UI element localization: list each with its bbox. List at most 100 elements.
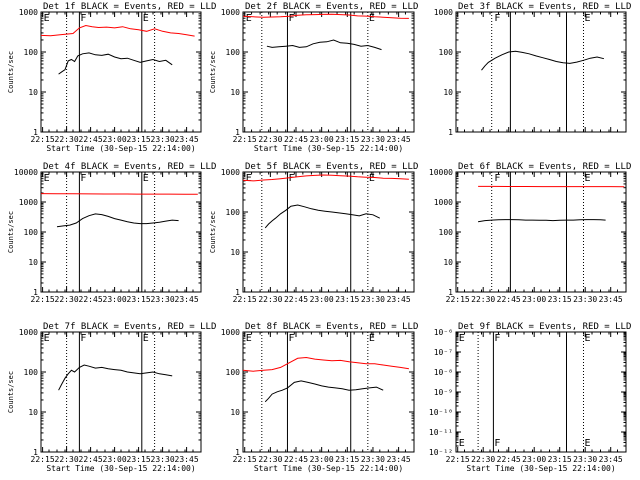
event-marker-f: F xyxy=(80,173,86,184)
event-marker-f: F xyxy=(494,333,500,344)
y-tick-label: 10 xyxy=(28,88,38,97)
chart-title: Det 3f BLACK = Events, RED = LLD xyxy=(458,2,631,12)
x-tick-label: 22:30 xyxy=(258,295,282,304)
x-tick-label: 23:15 xyxy=(127,455,151,464)
x-tick-label: 22:30 xyxy=(258,455,282,464)
x-tick-label: 22:15 xyxy=(31,135,55,144)
chart-title: Det 7f BLACK = Events, RED = LLD xyxy=(43,322,216,332)
y-tick-label: 10 xyxy=(230,248,240,257)
event-rate-series xyxy=(58,52,173,75)
y-tick-label: 100 xyxy=(226,48,241,57)
event-marker-f: F xyxy=(80,13,86,24)
y-tick-label: 10⁻⁶ xyxy=(434,328,453,337)
plot-frame xyxy=(455,171,627,293)
plot-frame xyxy=(242,331,415,453)
event-rate-series xyxy=(264,380,384,403)
x-tick-label: 23:30 xyxy=(361,135,385,144)
event-marker-e: E xyxy=(246,173,252,184)
chart-panel-det-4: Det 4f BLACK = Events, RED = LLD 1 10 100 10… xyxy=(7,162,216,304)
x-tick-label: 23:00 xyxy=(103,455,127,464)
event-marker-e: E xyxy=(369,13,375,24)
x-tick-label: 22:30 xyxy=(55,135,79,144)
y-axis-label: Counts/sec xyxy=(7,51,15,93)
y-tick-label: 1000 xyxy=(19,198,38,207)
chart-title: Det 5f BLACK = Events, RED = LLD xyxy=(245,162,418,172)
y-tick-label: 10000 xyxy=(14,168,38,177)
y-tick-label: 1 xyxy=(33,128,38,137)
x-tick-label: 23:00 xyxy=(522,455,546,464)
y-tick-label: 1000 xyxy=(221,8,240,17)
y-tick-label: 1000 xyxy=(434,198,453,207)
y-tick-label: 100 xyxy=(24,368,39,377)
event-rate-series xyxy=(266,39,382,51)
x-tick-label: 22:15 xyxy=(446,295,470,304)
y-tick-label: 1000 xyxy=(221,168,240,177)
y-tick-label: 1000 xyxy=(221,328,240,337)
x-tick-label: 22:15 xyxy=(233,135,257,144)
chart-title: Det 4f BLACK = Events, RED = LLD xyxy=(43,162,216,172)
x-tick-label: 23:30 xyxy=(573,295,597,304)
y-tick-label: 1 xyxy=(448,128,453,137)
x-tick-label: 23:45 xyxy=(175,135,199,144)
chart-panel-det-8: Det 8f BLACK = Events, RED = LLD 1 10 100 10… xyxy=(221,322,419,473)
event-rate-series xyxy=(481,50,605,71)
x-tick-label: 22:45 xyxy=(284,135,308,144)
x-tick-label: 23:15 xyxy=(335,455,359,464)
event-marker-e: E xyxy=(143,13,149,24)
x-tick-label: 23:15 xyxy=(335,295,359,304)
plot-frame xyxy=(40,11,202,133)
plot-frame xyxy=(455,11,627,133)
event-marker-f: F xyxy=(494,13,500,24)
event-marker-e: E xyxy=(369,333,375,344)
chart-title: Det 2f BLACK = Events, RED = LLD xyxy=(245,2,418,12)
x-tick-label: 22:45 xyxy=(79,455,103,464)
event-marker-e: E xyxy=(143,333,149,344)
plot-frame xyxy=(40,171,202,293)
x-tick-label: 23:45 xyxy=(599,455,623,464)
x-tick-label: 23:15 xyxy=(548,455,572,464)
y-tick-label: 100 xyxy=(439,228,454,237)
event-marker-e: E xyxy=(459,333,465,344)
y-axis-label: Counts/sec xyxy=(209,51,217,93)
x-tick-label: 23:45 xyxy=(599,295,623,304)
y-tick-label: 10⁻¹² xyxy=(429,448,453,457)
y-tick-label: 10 xyxy=(28,258,38,267)
event-marker-e: E xyxy=(585,13,591,24)
y-tick-label: 1 xyxy=(235,448,240,457)
y-tick-label: 100 xyxy=(24,228,39,237)
y-tick-label: 1 xyxy=(33,448,38,457)
chart-title: Det 8f BLACK = Events, RED = LLD xyxy=(245,322,418,332)
lld-rate-series xyxy=(242,174,409,182)
x-tick-label: 23:00 xyxy=(310,455,334,464)
x-tick-label: 23:30 xyxy=(573,455,597,464)
chart-panel-det-6: Det 6f BLACK = Events, RED = LLD 1 10 100 10… xyxy=(429,162,631,304)
x-tick-label: 22:15 xyxy=(233,455,257,464)
event-rate-series xyxy=(58,364,173,391)
chart-panel-det-2: Det 2f BLACK = Events, RED = LLD 1 10 100 10… xyxy=(209,2,418,153)
y-tick-label: 10⁻¹¹ xyxy=(429,428,453,437)
x-axis-label: Start Time (30-Sep-15 22:14:00) xyxy=(46,464,195,473)
y-axis-label: Counts/sec xyxy=(7,211,15,253)
x-tick-label: 23:15 xyxy=(548,295,572,304)
x-tick-label: 22:30 xyxy=(471,455,495,464)
y-tick-label: 1000 xyxy=(19,328,38,337)
event-marker-e: E xyxy=(246,333,252,344)
event-marker-e: E xyxy=(246,13,252,24)
x-tick-label: 22:15 xyxy=(31,455,55,464)
y-tick-label: 10 xyxy=(230,88,240,97)
y-tick-label: 10 xyxy=(28,408,38,417)
y-tick-label: 1 xyxy=(33,288,38,297)
y-axis-label: Counts/sec xyxy=(209,211,217,253)
y-tick-label: 100 xyxy=(439,48,454,57)
y-tick-label: 10⁻⁷ xyxy=(434,348,453,357)
chart-title: Det 9f BLACK = Events, RED = LLD xyxy=(458,322,631,332)
event-marker-e: E xyxy=(585,173,591,184)
x-tick-label: 23:15 xyxy=(127,295,151,304)
chart-panel-det-5: Det 5f BLACK = Events, RED = LLD 1 10 100 10… xyxy=(209,162,418,304)
y-axis-label: Counts/sec xyxy=(7,371,15,413)
y-tick-label: 10000 xyxy=(429,168,453,177)
x-tick-label: 23:15 xyxy=(127,135,151,144)
event-rate-series xyxy=(478,219,606,223)
y-tick-label: 1 xyxy=(235,288,240,297)
plot-frame xyxy=(455,331,627,453)
